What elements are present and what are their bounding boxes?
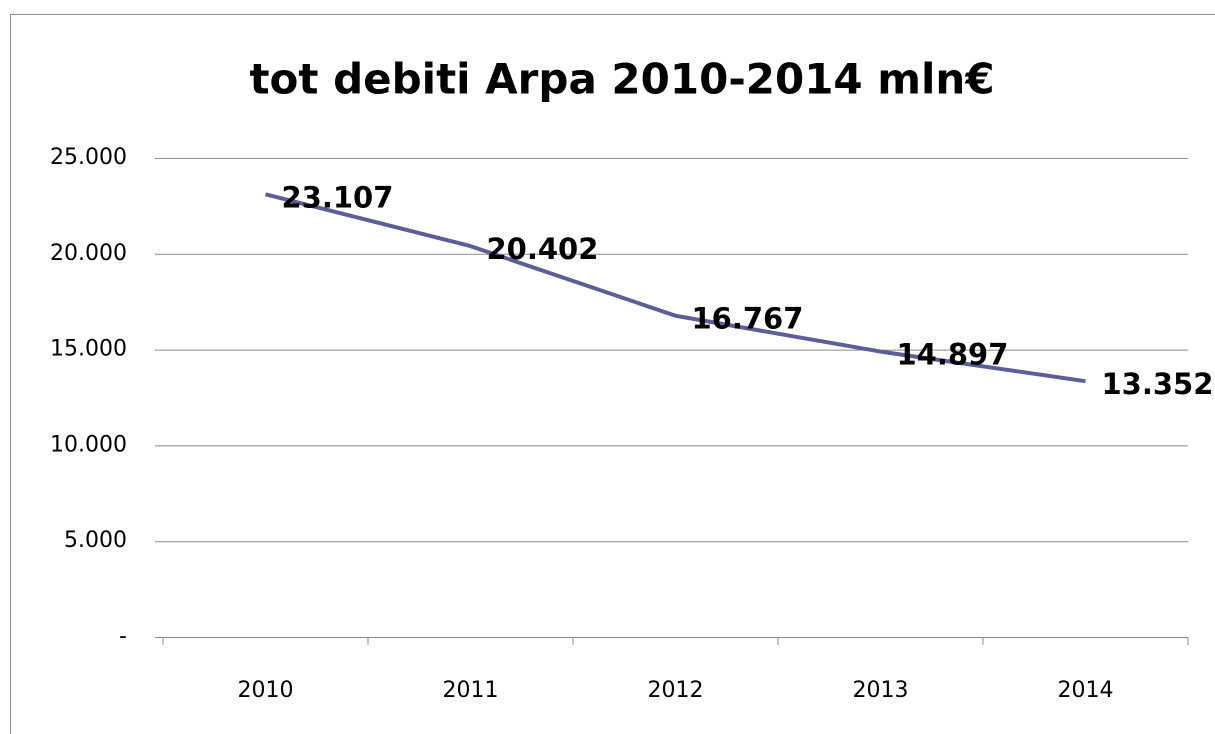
chart-title: tot debiti Arpa 2010-2014 mln€ [249,55,994,104]
x-tick-label: 2011 [443,678,499,703]
data-label: 23.107 [282,180,394,214]
data-label: 20.402 [487,232,599,266]
y-tick-label: 10.000 [50,432,127,457]
x-tick-label: 2014 [1058,678,1114,703]
y-tick-label: 5.000 [64,528,127,553]
x-tick-label: 2013 [853,678,909,703]
y-tick-label: - [119,624,127,649]
y-tick-label: 15.000 [50,337,127,362]
data-label: 13.352 [1102,367,1214,401]
y-tick-label: 20.000 [50,241,127,266]
x-tick-label: 2010 [238,678,294,703]
data-label: 16.767 [692,302,804,336]
data-label: 14.897 [897,338,1009,372]
chart-frame [10,14,1215,734]
x-tick-label: 2012 [648,678,704,703]
y-tick-label: 25.000 [50,145,127,170]
data-line [265,192,1086,384]
